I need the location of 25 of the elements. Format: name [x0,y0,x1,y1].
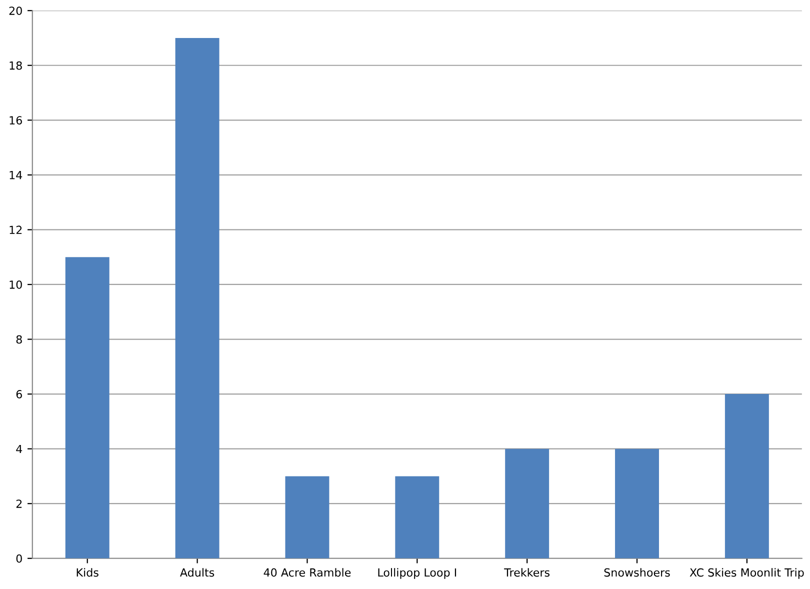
y-tick-label: 18 [10,61,22,70]
y-tick-label: 12 [10,226,22,234]
x-tick-label: Snowshoers [604,568,670,577]
y-tick-label: 0 [16,554,22,563]
y-tick-label: 14 [10,171,22,180]
bar [724,394,769,558]
y-tick-label: 2 [16,500,22,508]
x-tick-label: XC Skies Moonlit Trip [690,568,804,579]
y-tick-label: 20 [9,6,22,15]
bar [505,448,550,558]
bar [615,448,659,558]
bar [395,476,440,558]
x-tick-label: Adults [180,568,214,577]
y-tick-label: 4 [16,444,22,454]
bar [285,476,330,558]
bar [175,38,220,558]
bar [65,257,110,558]
x-tick-label: 40 Acre Ramble [264,568,351,577]
y-tick-label: 8 [16,335,22,344]
x-tick-label: Trekkers [504,568,550,577]
y-tick-label: 10 [10,280,22,289]
y-tick-label: 16 [10,116,22,125]
y-tick-label: 6 [16,390,22,398]
x-tick-label: Kids [76,568,98,577]
x-tick-label: Lollipop Loop I [378,568,456,579]
